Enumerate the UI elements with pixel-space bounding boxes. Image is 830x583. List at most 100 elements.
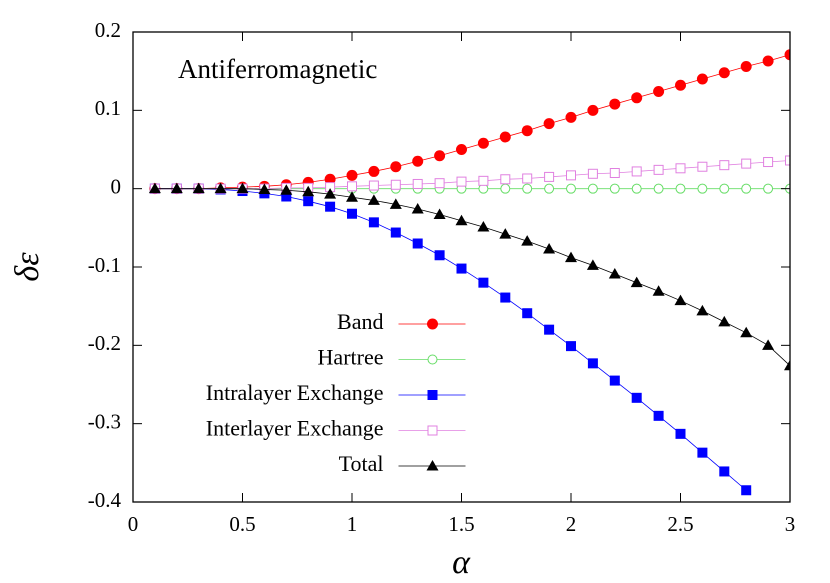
marker: [434, 178, 445, 189]
marker: [192, 182, 205, 194]
y-tick-label: 0: [111, 174, 122, 198]
marker: [652, 285, 665, 296]
series-line: [154, 188, 747, 491]
marker: [521, 235, 534, 246]
legend-marker: [427, 318, 438, 330]
marker: [763, 183, 774, 194]
marker: [148, 182, 161, 194]
marker: [631, 183, 642, 194]
marker: [718, 315, 731, 327]
y-tick-label: -0.1: [88, 253, 121, 277]
marker: [566, 341, 576, 352]
plot-area: [148, 49, 790, 496]
marker: [500, 183, 511, 194]
marker: [368, 165, 380, 177]
marker: [565, 111, 577, 123]
marker: [477, 137, 489, 149]
x-tick-label: 1.5: [448, 512, 474, 536]
marker: [236, 182, 249, 194]
marker: [565, 251, 577, 263]
marker: [324, 173, 336, 185]
marker: [258, 183, 271, 194]
y-tick-label: -0.2: [88, 331, 121, 355]
marker: [741, 183, 752, 194]
marker: [741, 158, 752, 169]
legend-marker: [427, 390, 438, 400]
marker: [719, 183, 730, 194]
marker: [653, 183, 664, 194]
annotation: Antiferromagnetic: [178, 54, 377, 84]
marker: [456, 263, 467, 274]
marker: [390, 227, 401, 238]
x-tick-label: 0: [128, 512, 139, 536]
marker: [675, 163, 686, 174]
marker: [499, 131, 511, 143]
marker: [522, 308, 533, 319]
marker: [740, 326, 753, 338]
marker: [411, 203, 424, 214]
marker: [324, 188, 337, 199]
marker: [609, 98, 621, 110]
marker: [390, 161, 402, 173]
marker: [608, 268, 621, 279]
marker: [741, 485, 752, 496]
marker: [456, 176, 467, 187]
legend-marker: [427, 425, 438, 436]
marker: [653, 86, 665, 98]
marker: [170, 182, 183, 194]
marker: [586, 259, 599, 270]
legend-marker: [426, 460, 439, 471]
x-tick-label: 0.5: [229, 512, 255, 536]
y-tick-label: -0.4: [88, 488, 122, 512]
marker: [478, 175, 489, 186]
x-tick-label: 1: [347, 512, 358, 536]
x-tick-label: 2: [566, 512, 577, 536]
marker: [631, 392, 642, 403]
marker: [325, 201, 336, 212]
marker: [433, 208, 446, 220]
legend-label: Hartree: [318, 345, 384, 370]
marker: [521, 125, 533, 137]
y-tick-label: 0.1: [95, 96, 121, 120]
marker: [719, 160, 730, 171]
marker: [587, 168, 598, 179]
marker: [412, 155, 424, 167]
marker: [368, 180, 379, 191]
marker: [675, 183, 686, 194]
marker: [763, 157, 774, 168]
marker: [675, 428, 686, 439]
x-tick-label: 3: [785, 512, 796, 536]
marker: [367, 194, 380, 205]
marker: [543, 118, 555, 130]
marker: [653, 410, 664, 421]
marker: [675, 79, 686, 91]
series-line: [154, 160, 790, 190]
y-axis-label: δε: [9, 252, 46, 282]
marker: [303, 196, 314, 207]
marker: [477, 221, 490, 232]
marker: [347, 208, 357, 219]
marker: [697, 447, 708, 458]
marker: [784, 49, 790, 61]
marker: [631, 92, 643, 104]
marker: [544, 183, 555, 194]
y-tick-label: -0.3: [88, 409, 121, 433]
marker: [696, 304, 709, 316]
marker: [368, 217, 379, 228]
x-axis-label: α: [452, 544, 471, 581]
marker: [609, 168, 620, 178]
marker: [653, 164, 664, 175]
marker: [347, 181, 357, 192]
marker: [740, 60, 752, 72]
marker: [566, 170, 576, 181]
marker: [762, 55, 774, 67]
marker: [587, 358, 598, 369]
legend-label: Band: [337, 309, 383, 334]
marker: [390, 179, 401, 190]
marker: [609, 375, 620, 386]
marker: [412, 238, 423, 249]
legend-label: Total: [339, 451, 384, 476]
marker: [281, 191, 292, 202]
marker: [544, 324, 555, 335]
